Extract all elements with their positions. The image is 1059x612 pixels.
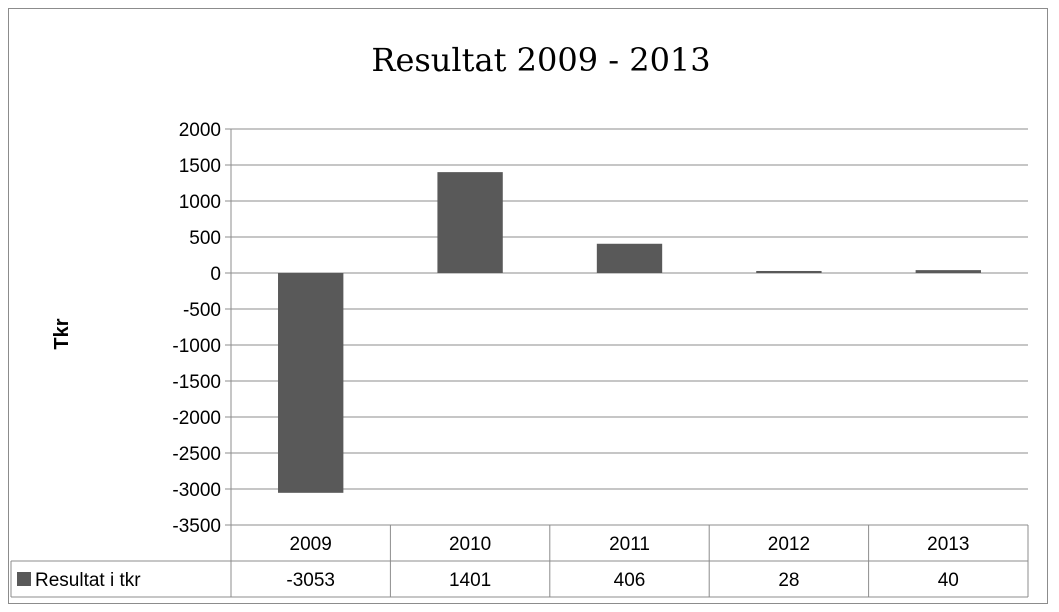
y-tick-label: -500 [183,300,221,321]
y-tick-label: -1000 [172,336,221,357]
bar-2013 [915,270,981,273]
data-label: -3053 [286,570,335,591]
y-tick-label: 1500 [179,156,221,177]
chart-frame: Resultat 2009 - 2013 Tkr 2000 1500 1000 500… [8,8,1048,604]
x-category-label: 2010 [449,534,491,555]
y-tick-label: 2000 [179,120,221,141]
bar-2009 [278,273,344,493]
bar-2012 [756,270,822,273]
x-category-label: 2012 [768,534,810,555]
data-label: 1401 [449,570,491,591]
legend-label: Resultat i tkr [35,570,141,591]
chart-svg: Resultat 2009 - 2013 Tkr 2000 1500 1000 500… [10,41,1029,598]
data-label: 406 [614,570,646,591]
y-tick-label: 500 [189,228,221,249]
x-category-label: 2011 [609,534,650,555]
y-tick-label: -3500 [172,516,221,537]
chart-title: Resultat 2009 - 2013 [371,41,710,79]
bar-2011 [596,243,663,273]
y-tick-label: -2500 [172,444,221,465]
y-tick-label: -2000 [172,408,221,429]
y-tick-label: 0 [210,264,221,285]
legend-swatch [17,572,31,586]
bars [278,172,981,493]
bar-2010 [437,172,503,273]
gridlines [225,128,1028,526]
x-category-label: 2009 [290,534,332,555]
data-table: 2009 -3053 2010 1401 2011 406 2012 28 2013 40 Resu… [10,524,1029,598]
y-axis-label: Tkr [51,318,73,349]
y-tick-label: 1000 [179,192,221,213]
data-label: 40 [938,570,959,591]
y-tick-label: -1500 [172,372,221,393]
y-tick-labels: 2000 1500 1000 500 0 -500 -1000 -1500 -2000 -2500… [172,120,221,537]
data-label: 28 [778,570,799,591]
y-tick-label: -3000 [172,480,221,501]
x-category-label: 2013 [927,534,969,555]
